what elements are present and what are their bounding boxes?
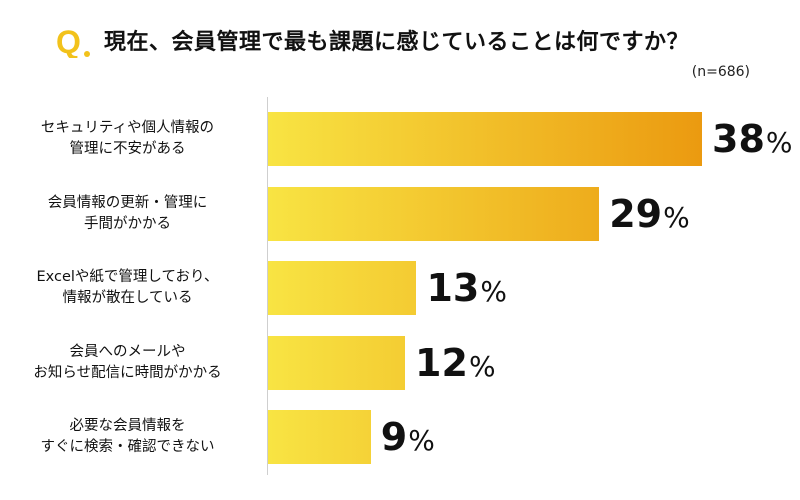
category-label: 会員情報の更新・管理に 手間がかかる <box>0 193 255 235</box>
value-number: 29 <box>609 191 663 236</box>
value-label: 12% <box>415 336 496 394</box>
value-label: 9% <box>381 410 435 468</box>
value-unit: % <box>468 349 496 383</box>
value-number: 13 <box>426 266 480 310</box>
category-label-line: Excelや紙で管理しており、 <box>36 269 219 285</box>
category-label-line: セキュリティや個人情報の <box>40 120 215 136</box>
bar <box>268 112 702 166</box>
q-mark-icon: Q <box>56 24 90 58</box>
value-unit: % <box>765 126 793 159</box>
value-label: 38% <box>712 112 793 170</box>
bar <box>268 261 417 315</box>
svg-text:Q: Q <box>56 24 81 58</box>
category-label-line: 手間がかかる <box>84 215 171 232</box>
category-label-line: 必要な会員情報を <box>69 418 186 434</box>
category-label: 必要な会員情報をすぐに検索・確認できない <box>0 416 255 458</box>
category-label: Excelや紙で管理しており、 情報が散在している <box>0 267 255 309</box>
category-label: 会員へのメールやお知らせ配信に時間がかかる <box>0 342 255 384</box>
category-label-line: お知らせ配信に時間がかかる <box>33 364 222 381</box>
value-number: 9 <box>380 415 408 459</box>
bar <box>268 335 406 390</box>
value-label: 13% <box>426 261 507 319</box>
category-label-line: すぐに検索・確認できない <box>40 439 215 455</box>
value-unit: % <box>408 424 435 457</box>
bar <box>268 410 371 464</box>
category-label-line: 会員へのメールや <box>69 343 186 360</box>
value-unit: % <box>480 275 507 308</box>
value-label: 29% <box>609 187 690 245</box>
bar <box>268 186 600 241</box>
axis-line <box>267 97 268 475</box>
value-number: 38 <box>712 117 765 161</box>
category-label-line: 管理に不安がある <box>69 141 186 157</box>
chart-title: 現在、会員管理で最も課題に感じていることは何ですか？ <box>104 30 690 55</box>
category-label-line: 会員情報の更新・管理に <box>47 194 208 211</box>
value-unit: % <box>663 200 690 234</box>
sample-size-note: (n=686) <box>691 64 750 80</box>
value-number: 12 <box>415 340 468 385</box>
category-label: セキュリティや個人情報の 管理に不安がある <box>0 118 255 160</box>
category-label-line: 情報が散在している <box>62 290 193 306</box>
